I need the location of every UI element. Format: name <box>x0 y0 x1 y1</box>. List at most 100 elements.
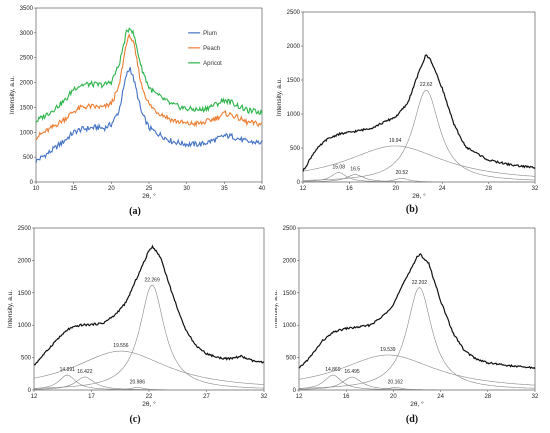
panel-c: 0 500 1000 1500 2000 2500 12 17 22 27 32 2θ, ° Inten… <box>0 218 270 428</box>
panel-label: (c) <box>129 414 140 425</box>
plot-frame <box>35 7 263 183</box>
peak-label: 16.495 <box>344 369 360 375</box>
fitted-peak-curve <box>303 172 535 183</box>
x-axis-label: 2θ, ° <box>142 400 156 408</box>
y-axis-label: Intensity, a.u. <box>9 76 16 114</box>
y-tick-label: 1500 <box>20 105 34 111</box>
fitted-peak-curve <box>303 89 535 181</box>
y-tick-label: 1000 <box>18 323 32 329</box>
y-tick-label: 2500 <box>287 10 301 16</box>
y-axis-label: Intensity, a.u. <box>7 290 14 328</box>
fitted-peak-curve <box>34 387 264 391</box>
chart-a: 0 500 1000 1500 2000 2500 3000 3500 10 15 20 25 30 35… <box>9 6 266 217</box>
y-tick-label: 0 <box>28 388 32 394</box>
fitted-peak-curve <box>298 354 535 386</box>
x-tick-label: 10 <box>33 186 40 192</box>
y-tick-label: 1000 <box>287 112 301 118</box>
panel-label: (a) <box>129 206 141 217</box>
x-tick-label: 22 <box>146 394 153 400</box>
peak-label: 20.52 <box>396 170 409 176</box>
fitted-peak-curve <box>299 376 535 391</box>
x-tick-label: 12 <box>31 394 38 400</box>
y-tick-label: 2500 <box>283 226 297 232</box>
y-tick-label: 3000 <box>20 31 34 37</box>
y-axis-label: Intensity, a.u. <box>276 78 283 116</box>
y-tick-label: 2500 <box>18 226 32 232</box>
measured-pattern-line <box>302 54 536 172</box>
fitted-peak-curve <box>33 350 265 385</box>
x-tick-label: 12 <box>296 394 303 400</box>
x-axis-label: 2θ, ° <box>142 192 156 200</box>
legend-label: Peach <box>203 46 220 52</box>
x-tick-label: 12 <box>300 186 307 192</box>
y-tick-label: 0 <box>293 388 297 394</box>
x-tick-label: 20 <box>392 186 399 192</box>
y-tick-label: 2000 <box>283 258 297 264</box>
chart-d: 0 500 1000 1500 2000 2500 12 16 20 24 28 32 2θ, ° Int… <box>272 226 539 425</box>
x-tick-label: 24 <box>437 394 444 400</box>
x-tick-label: 28 <box>485 186 492 192</box>
x-tick-label: 28 <box>484 394 491 400</box>
panel-d: 0 500 1000 1500 2000 2500 12 16 20 24 28 32 2θ, ° Int… <box>272 218 550 428</box>
y-axis-label: Intensity, a.u. <box>275 290 279 328</box>
x-tick-label: 20 <box>390 394 397 400</box>
y-tick-label: 2000 <box>20 81 34 87</box>
measured-pattern-line <box>298 253 536 370</box>
peak-label: 20.986 <box>130 380 146 386</box>
series-line-apricot <box>35 27 263 123</box>
peak-label: 19.539 <box>380 347 396 353</box>
y-tick-label: 500 <box>21 356 32 362</box>
x-axis-label: 2θ, ° <box>410 400 424 408</box>
peak-label: 14.891 <box>60 367 76 373</box>
fitted-peak-curve <box>298 287 535 389</box>
fitted-peak-curve <box>34 284 265 389</box>
x-tick-label: 20 <box>108 186 115 192</box>
x-tick-label: 16 <box>343 394 350 400</box>
y-tick-label: 1500 <box>283 291 297 297</box>
y-tick-label: 2500 <box>20 56 34 62</box>
y-tick-label: 1500 <box>18 291 32 297</box>
legend-label: Plum <box>203 31 217 37</box>
chart-c: 0 500 1000 1500 2000 2500 12 17 22 27 32 2θ, ° Inten… <box>7 226 268 425</box>
y-tick-label: 3500 <box>20 6 34 12</box>
fitted-peak-curve <box>302 145 536 177</box>
peak-label: 22.202 <box>412 280 428 286</box>
peak-label: 22.269 <box>144 277 160 283</box>
series-line-peach <box>35 33 263 141</box>
fitted-peak-curve <box>303 178 535 183</box>
y-tick-label: 1000 <box>20 130 34 136</box>
y-tick-label: 500 <box>23 155 34 161</box>
fitted-peak-curve <box>303 174 535 183</box>
legend-label: Apricot <box>203 61 222 67</box>
fitted-peak-curve <box>299 387 535 391</box>
x-tick-label: 27 <box>203 394 210 400</box>
series-line-plum <box>35 67 263 164</box>
peak-label: 22.62 <box>420 82 433 88</box>
peak-label: 15.08 <box>332 164 345 170</box>
x-tick-label: 24 <box>439 186 446 192</box>
peak-label: 16.5 <box>350 166 360 172</box>
x-tick-label: 15 <box>70 186 77 192</box>
y-tick-label: 2000 <box>18 258 32 264</box>
peak-label: 16.422 <box>77 369 93 375</box>
x-tick-label: 40 <box>259 186 266 192</box>
panel-b: 0 500 1000 1500 2000 2500 12 16 20 24 28 32 2θ, ° Int… <box>275 0 550 218</box>
chart-b: 0 500 1000 1500 2000 2500 12 16 20 24 28 32 2θ, ° Int… <box>276 10 539 215</box>
y-tick-label: 0 <box>297 180 301 186</box>
x-tick-label: 35 <box>221 186 228 192</box>
y-tick-label: 2000 <box>287 44 301 50</box>
y-tick-label: 500 <box>290 146 301 152</box>
measured-pattern-line <box>33 244 264 366</box>
y-tick-label: 1000 <box>283 323 297 329</box>
peak-label: 19.94 <box>389 138 402 144</box>
peak-label: 20.162 <box>388 380 404 386</box>
plot-frame <box>33 227 265 391</box>
fitted-peak-curve <box>33 374 264 391</box>
x-tick-label: 25 <box>146 186 153 192</box>
panel-a: 0 500 1000 1500 2000 2500 3000 3500 10 15 20 25 30 35… <box>0 0 270 218</box>
y-tick-label: 0 <box>30 180 34 186</box>
x-tick-label: 17 <box>88 394 95 400</box>
panel-label: (b) <box>406 204 418 215</box>
plot-frame <box>298 227 536 391</box>
panel-label: (d) <box>406 414 418 425</box>
